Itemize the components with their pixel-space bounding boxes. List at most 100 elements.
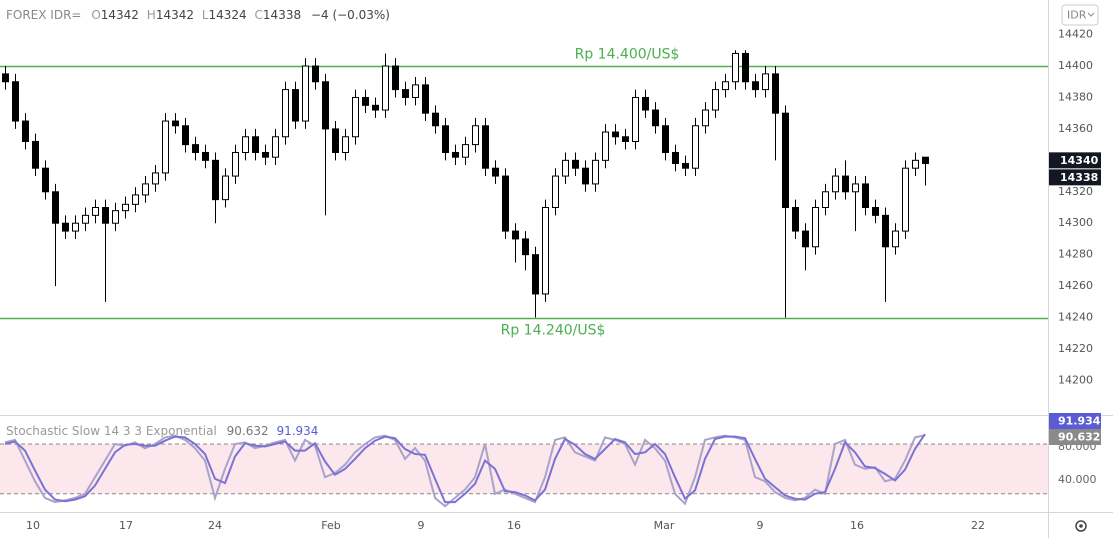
ohlc-key: H (147, 8, 156, 22)
ohlc-value: 14324 (209, 8, 247, 22)
candle-body (922, 156, 929, 164)
candle-body (912, 159, 919, 169)
candle-body (222, 175, 229, 201)
candle-body (832, 175, 839, 193)
ohlc-key: C (255, 8, 263, 22)
candle-body (142, 183, 149, 196)
currency-label[interactable]: IDR (1067, 9, 1087, 22)
candle-body (262, 151, 269, 158)
candle-body (802, 230, 809, 248)
candle-body (382, 65, 389, 111)
candle-body (132, 194, 139, 205)
x-tick-label: 17 (119, 519, 133, 532)
candle-body (702, 109, 709, 127)
candle-body (782, 112, 789, 208)
candle-body (252, 136, 259, 153)
y-tick-label: 14260 (1058, 279, 1093, 292)
candle-body (862, 183, 869, 209)
candle-body (312, 65, 319, 83)
candle-body (772, 73, 779, 114)
x-tick-label: Feb (321, 519, 340, 532)
candle-body (82, 214, 89, 224)
candle-body (122, 203, 129, 212)
indicator-legend: Stochastic Slow 14 3 3 Exponential 90.63… (6, 424, 318, 438)
candle-body (612, 131, 619, 138)
currency-box[interactable] (1061, 4, 1099, 26)
indicator-value: 90.632 (227, 424, 269, 438)
candle-body (292, 89, 299, 122)
candle-body (112, 210, 119, 224)
ohlc-value: 14342 (101, 8, 139, 22)
indicator-band (0, 444, 1048, 494)
candle-body (602, 131, 609, 161)
candle-body (842, 175, 849, 193)
indicator-tag-label: 91.934 (1058, 415, 1101, 428)
ohlc-key: L (202, 8, 209, 22)
ohlc-value: 14342 (156, 8, 194, 22)
candle-body (792, 207, 799, 232)
currency-button[interactable]: IDR (1061, 4, 1099, 26)
candle-body (152, 172, 159, 185)
indicator-name: Stochastic Slow 14 3 3 Exponential (6, 424, 217, 438)
y-tick-label: 14320 (1058, 185, 1093, 198)
candle-body (172, 120, 179, 127)
indicator-line (4, 434, 926, 508)
candle-body (622, 136, 629, 142)
candle-body (432, 112, 439, 127)
x-tick-label: 9 (418, 519, 425, 532)
candle-body (32, 140, 39, 169)
candle-body (682, 162, 689, 169)
candle-body (542, 207, 549, 295)
gear-center (1079, 524, 1083, 528)
x-tick-label: 16 (507, 519, 521, 532)
candle-body (202, 151, 209, 161)
indicator-line (4, 433, 926, 504)
candle-body (652, 109, 659, 127)
candle-body (72, 222, 79, 232)
candle-body (302, 65, 309, 122)
candle-body (322, 81, 329, 130)
price-tag-label: 14340 (1060, 154, 1099, 167)
settings-button[interactable] (1075, 520, 1087, 532)
candle-body (472, 125, 479, 146)
candle-body (162, 120, 169, 174)
candle-body (42, 167, 49, 193)
candle-body (722, 81, 729, 91)
candle-body (92, 207, 99, 216)
candle-body (392, 65, 399, 91)
candle-body (902, 167, 909, 232)
candle-body (582, 167, 589, 185)
candle-body (712, 89, 719, 111)
candle-body (512, 230, 519, 240)
candle-body (442, 125, 449, 153)
candle-body (532, 254, 539, 295)
change: −4 (−0.03%) (311, 8, 390, 22)
candle-body (52, 191, 59, 224)
indicator-tag (1049, 413, 1101, 429)
y-tick-label: 14360 (1058, 122, 1093, 135)
candle-body (672, 151, 679, 164)
candle-body (242, 136, 249, 153)
ohlc-value: 14338 (263, 8, 301, 22)
candle-body (372, 104, 379, 111)
candle-body (882, 214, 889, 248)
candle-body (422, 84, 429, 114)
header: FOREX IDR= O14342 H14342 L14324 C14338 −… (6, 8, 390, 22)
candle-body (522, 238, 529, 256)
candle-body (362, 96, 369, 106)
y-tick-label: 14300 (1058, 216, 1093, 229)
y-tick-label: 14420 (1058, 28, 1093, 41)
candle-body (872, 207, 879, 216)
candle-body (552, 175, 559, 209)
x-tick-label: 22 (971, 519, 985, 532)
y-tick-label: 14200 (1058, 373, 1093, 386)
candle-body (732, 52, 739, 83)
candle-body (692, 125, 699, 169)
candle-body (742, 52, 749, 83)
indicator-tag-label: 90.632 (1058, 431, 1100, 444)
candle-body (642, 96, 649, 111)
candle-body (332, 128, 339, 153)
indicator-tag (1049, 429, 1101, 445)
candle-body (282, 89, 289, 138)
gear[interactable] (1075, 520, 1087, 532)
